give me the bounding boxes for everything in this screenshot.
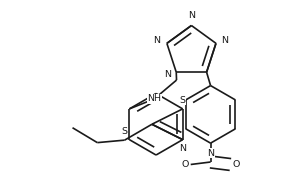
Text: N: N	[221, 36, 229, 45]
Text: O: O	[233, 160, 240, 169]
Text: O: O	[181, 160, 188, 169]
Text: N: N	[164, 70, 171, 79]
Text: S: S	[122, 127, 128, 136]
Text: N: N	[188, 11, 195, 20]
Text: N: N	[179, 144, 186, 153]
Text: N: N	[153, 36, 160, 45]
Text: NH: NH	[147, 94, 161, 103]
Text: S: S	[180, 96, 186, 105]
Text: N: N	[207, 149, 214, 158]
